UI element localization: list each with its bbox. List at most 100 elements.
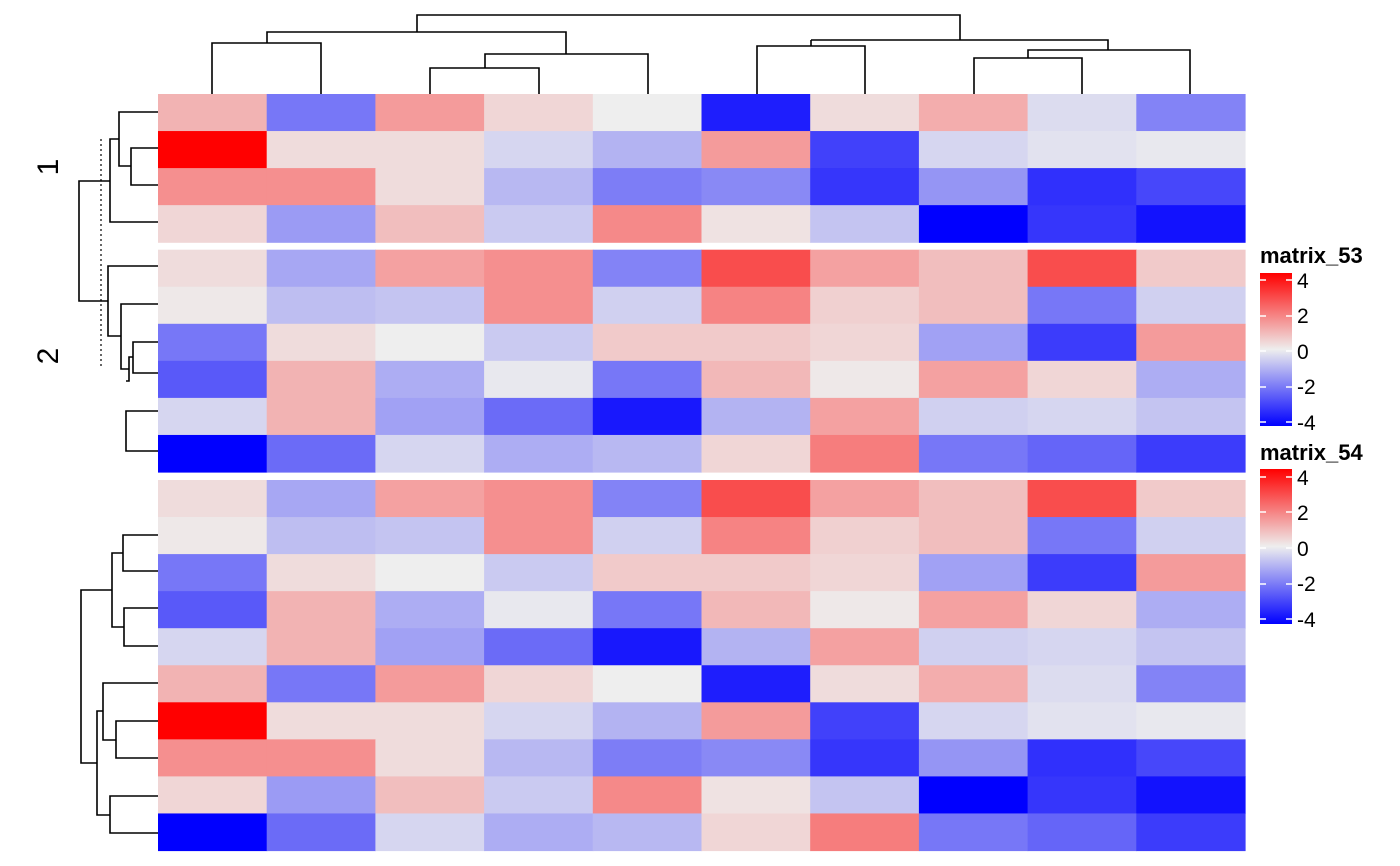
- legend-tick: -2: [1297, 573, 1316, 596]
- heatmap-cell: [918, 517, 1029, 555]
- heatmap-cell: [810, 434, 920, 473]
- heatmap-cell: [918, 397, 1029, 436]
- legend-matrix-54: matrix_54 4 2 0 -2 -4: [1260, 440, 1364, 632]
- heatmap-cell: [592, 397, 703, 436]
- heatmap-cell: [158, 554, 268, 592]
- heatmap-cell: [484, 94, 594, 132]
- legend-tick: 4: [1297, 467, 1309, 490]
- heatmap-cell: [158, 628, 268, 666]
- heatmap-cell: [1027, 554, 1137, 592]
- heatmap-cell: [1027, 286, 1137, 325]
- heatmap-cell: [266, 628, 376, 666]
- heatmap-cell: [266, 434, 376, 473]
- heatmap-cell: [158, 397, 268, 436]
- heatmap-cell: [1136, 323, 1246, 362]
- heatmap-cell: [592, 205, 703, 243]
- heatmap-cell: [484, 776, 594, 815]
- heatmap-cell: [375, 397, 485, 436]
- column-dendrogram: [211, 14, 1191, 94]
- heatmap-cell: [918, 434, 1029, 473]
- heatmap-cell: [484, 739, 594, 777]
- heatmap-cell: [918, 360, 1029, 399]
- heatmap-cell: [375, 628, 485, 666]
- heatmap-cell: [810, 702, 920, 740]
- heatmap-cell: [158, 205, 268, 243]
- legend-title: matrix_53: [1260, 243, 1363, 268]
- heatmap-cell: [592, 434, 703, 473]
- heatmap-cell: [1136, 665, 1246, 703]
- heatmap-cell: [266, 665, 376, 703]
- heatmap-cell: [484, 323, 594, 362]
- heatmap-cell: [158, 323, 268, 362]
- legend-tick-marks: [1260, 476, 1292, 620]
- legend-tick: 2: [1297, 305, 1309, 328]
- heatmap-cell: [810, 168, 920, 206]
- heatmap-cell: [1136, 517, 1246, 555]
- heatmap-cell: [1136, 168, 1246, 206]
- heatmap-cell: [701, 628, 811, 666]
- heatmap-cell: [918, 628, 1029, 666]
- heatmap-cell: [375, 323, 485, 362]
- heatmap-cell: [266, 480, 376, 518]
- heatmap-cell: [1136, 131, 1246, 169]
- row-dendrogram-bottom: [80, 534, 158, 834]
- heatmap-cell: [592, 628, 703, 666]
- split-label-1: 1: [32, 159, 65, 176]
- heatmap-cell: [158, 434, 268, 473]
- heatmap-cell: [592, 776, 703, 815]
- heatmap-cell: [1136, 249, 1246, 288]
- heatmap-cell: [810, 205, 920, 243]
- heatmap-cell: [810, 776, 920, 815]
- legend-tick: -4: [1297, 609, 1316, 632]
- heatmap-cell: [158, 360, 268, 399]
- heatmap-cell: [1027, 249, 1137, 288]
- heatmap-cell: [918, 131, 1029, 169]
- heatmap-cell: [1027, 360, 1137, 399]
- heatmap-cell: [592, 739, 703, 777]
- heatmap-cell: [592, 517, 703, 555]
- heatmap-cell: [1027, 397, 1137, 436]
- heatmap-cell: [592, 168, 703, 206]
- heatmap-cell: [810, 249, 920, 288]
- heatmap-cell: [1027, 205, 1137, 243]
- heatmap-cell: [375, 249, 485, 288]
- heatmap-cell: [1136, 554, 1246, 592]
- heatmap-cell: [701, 813, 811, 852]
- heatmap-cell: [1027, 776, 1137, 815]
- heatmap-cell: [266, 517, 376, 555]
- heatmap-cell: [810, 554, 920, 592]
- heatmap-cell: [810, 591, 920, 629]
- heatmap-cell: [701, 665, 811, 703]
- heatmap-cell: [266, 286, 376, 325]
- heatmap-cell: [918, 94, 1029, 132]
- heatmap-cell: [158, 131, 268, 169]
- heatmap-cell: [1136, 94, 1246, 132]
- heatmap-cell: [158, 665, 268, 703]
- heatmap-cell: [701, 517, 811, 555]
- heatmap-cell: [810, 665, 920, 703]
- heatmap-cell: [592, 702, 703, 740]
- heatmap-cell: [592, 665, 703, 703]
- heatmap-cell: [375, 591, 485, 629]
- heatmap-matrix-53: [158, 94, 1246, 473]
- heatmap-cell: [1136, 397, 1246, 436]
- heatmap-cell: [1136, 813, 1246, 852]
- heatmap-cell: [1136, 628, 1246, 666]
- heatmap-cell: [1027, 517, 1137, 555]
- heatmap-cell: [484, 168, 594, 206]
- legend-tick: 0: [1297, 341, 1309, 364]
- heatmap-cell: [484, 205, 594, 243]
- heatmap-cell: [266, 397, 376, 436]
- heatmap-cell: [484, 434, 594, 473]
- heatmap-cell: [701, 739, 811, 777]
- heatmap-cell: [701, 480, 811, 518]
- heatmap-cell: [810, 360, 920, 399]
- heatmap-cell: [158, 517, 268, 555]
- heatmap-cell: [1136, 286, 1246, 325]
- heatmap-cell: [701, 397, 811, 436]
- heatmap-cell: [375, 739, 485, 777]
- heatmap-cell: [266, 739, 376, 777]
- heatmap-cell: [810, 813, 920, 852]
- legend-tick: 2: [1297, 502, 1309, 525]
